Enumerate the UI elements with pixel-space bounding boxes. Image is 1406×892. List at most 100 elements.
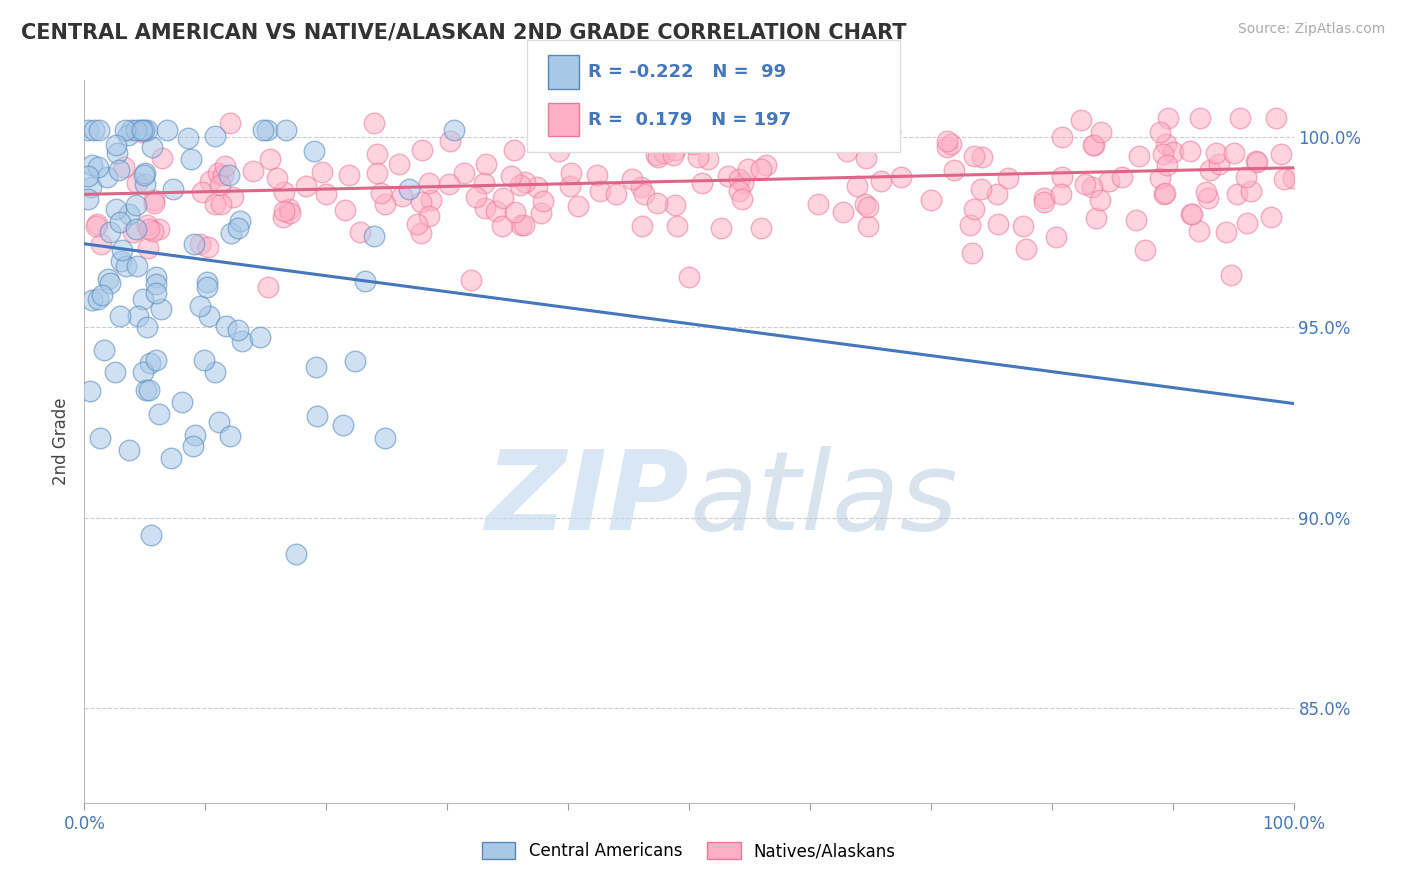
Point bbox=[1220, 268, 1243, 282]
Point bbox=[112, 160, 135, 174]
Text: ZIP: ZIP bbox=[485, 446, 689, 553]
Point bbox=[939, 137, 962, 152]
Point bbox=[219, 428, 242, 442]
Point bbox=[633, 186, 655, 201]
Point bbox=[207, 166, 229, 180]
Point bbox=[249, 330, 271, 344]
Point bbox=[1229, 112, 1251, 126]
Point bbox=[731, 192, 754, 206]
Point bbox=[531, 194, 554, 209]
Point bbox=[807, 196, 830, 211]
Point bbox=[936, 140, 959, 154]
Point bbox=[644, 148, 666, 162]
Point bbox=[460, 273, 482, 287]
Point bbox=[560, 166, 582, 180]
Point bbox=[195, 275, 218, 289]
Point bbox=[472, 176, 495, 190]
Point bbox=[181, 439, 204, 453]
Text: Source: ZipAtlas.com: Source: ZipAtlas.com bbox=[1237, 22, 1385, 37]
Point bbox=[749, 162, 772, 177]
Point bbox=[197, 240, 219, 254]
Point bbox=[1178, 144, 1201, 158]
Point bbox=[219, 226, 242, 240]
Point bbox=[1161, 145, 1184, 160]
Point bbox=[148, 222, 170, 236]
Point bbox=[1081, 179, 1104, 194]
Point bbox=[1208, 157, 1230, 171]
Legend: Central Americans, Natives/Alaskans: Central Americans, Natives/Alaskans bbox=[475, 835, 903, 867]
Point bbox=[733, 176, 755, 190]
Point bbox=[503, 204, 526, 219]
Point bbox=[387, 157, 409, 171]
Point bbox=[366, 147, 388, 161]
Point bbox=[1033, 194, 1056, 209]
Point bbox=[131, 122, 153, 136]
Point bbox=[305, 409, 328, 423]
Point bbox=[832, 204, 855, 219]
Point bbox=[936, 134, 959, 148]
Point bbox=[96, 169, 118, 184]
Point bbox=[215, 318, 238, 333]
Point bbox=[439, 134, 461, 148]
Point bbox=[207, 415, 229, 429]
Point bbox=[79, 384, 101, 398]
Point bbox=[1074, 178, 1097, 192]
Text: R =  0.179   N = 197: R = 0.179 N = 197 bbox=[588, 111, 790, 128]
Point bbox=[142, 224, 165, 238]
Point bbox=[117, 128, 139, 142]
Point bbox=[1197, 191, 1219, 205]
Point bbox=[84, 219, 107, 234]
Point bbox=[197, 309, 219, 323]
Point bbox=[1045, 230, 1067, 244]
Point bbox=[141, 528, 163, 542]
Point bbox=[374, 197, 396, 211]
Point bbox=[530, 205, 553, 219]
Point bbox=[1052, 169, 1074, 184]
Point bbox=[104, 202, 127, 216]
Point bbox=[508, 178, 530, 192]
Point bbox=[960, 246, 983, 260]
Point bbox=[370, 186, 392, 200]
Point bbox=[631, 219, 654, 233]
Point bbox=[198, 173, 221, 187]
Point bbox=[1125, 213, 1147, 227]
Point bbox=[93, 343, 115, 357]
Point bbox=[332, 418, 354, 433]
Point bbox=[208, 178, 231, 193]
Y-axis label: 2nd Grade: 2nd Grade bbox=[52, 398, 70, 485]
Point bbox=[131, 125, 153, 139]
Point bbox=[150, 301, 173, 316]
Point bbox=[127, 176, 149, 190]
Point bbox=[855, 152, 877, 166]
Point bbox=[222, 190, 245, 204]
Point bbox=[180, 152, 202, 166]
Point bbox=[256, 280, 278, 294]
Point bbox=[274, 122, 297, 136]
Point bbox=[682, 137, 704, 152]
Point bbox=[1081, 138, 1104, 153]
Point bbox=[420, 194, 443, 208]
Point bbox=[315, 186, 337, 201]
Point bbox=[118, 206, 141, 220]
Point bbox=[277, 202, 299, 216]
Point bbox=[229, 214, 252, 228]
Point bbox=[749, 220, 772, 235]
Point bbox=[1111, 170, 1133, 185]
Point bbox=[256, 122, 278, 136]
Point bbox=[492, 191, 515, 205]
Point bbox=[141, 140, 163, 154]
Point bbox=[1149, 170, 1171, 185]
Point bbox=[344, 353, 367, 368]
Point bbox=[90, 237, 112, 252]
Point bbox=[305, 360, 328, 375]
Point bbox=[1154, 137, 1177, 152]
Point bbox=[335, 202, 357, 217]
Point bbox=[118, 443, 141, 458]
Point bbox=[485, 203, 508, 218]
Point bbox=[666, 219, 689, 233]
Point bbox=[696, 112, 718, 126]
Point bbox=[1153, 187, 1175, 202]
Point bbox=[962, 202, 984, 216]
Point bbox=[131, 365, 153, 379]
Point bbox=[121, 225, 143, 239]
